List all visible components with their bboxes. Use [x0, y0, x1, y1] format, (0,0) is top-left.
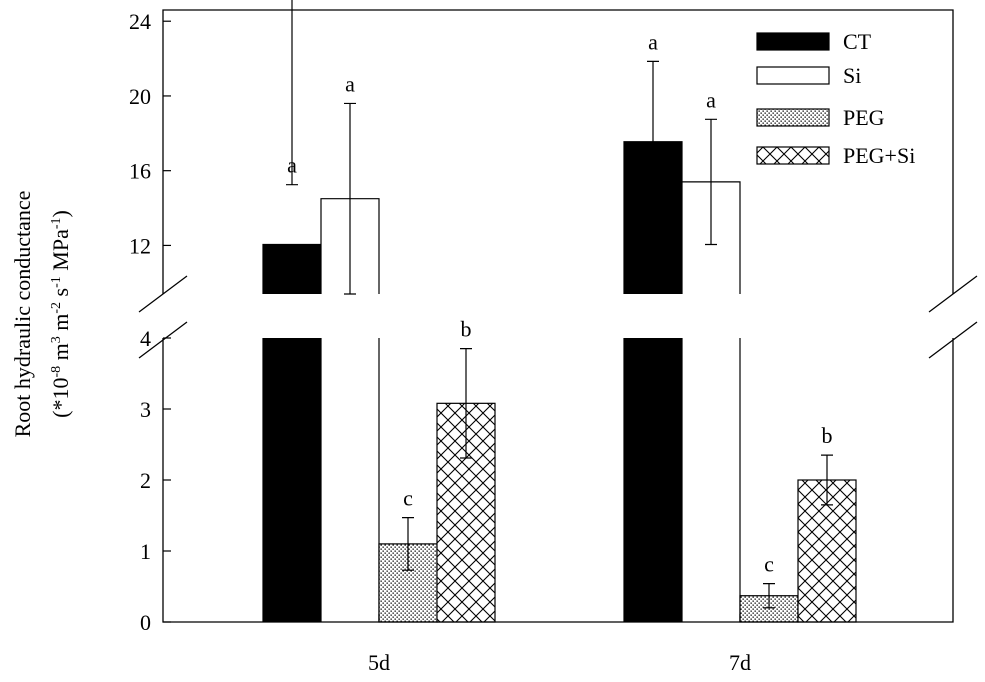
bar-si-7d-letter: a — [706, 87, 716, 112]
bar-peg-7d-letter: c — [764, 552, 774, 577]
legend-label: CT — [843, 29, 872, 54]
y-axis-title: Root hydraulic conductance (*10-8 m3 m-2… — [10, 191, 73, 438]
y-tick-label: 20 — [129, 84, 151, 109]
legend-item-si: Si — [756, 63, 861, 88]
y-axis-title-line1: Root hydraulic conductance — [10, 191, 35, 438]
x-tick-label: 5d — [368, 650, 390, 675]
bar-si-7d-lower — [682, 338, 740, 622]
y-tick-label: 2 — [140, 468, 151, 493]
bar-peg-5d-error-bar — [402, 517, 414, 571]
legend-item-peg-si: PEG+Si — [756, 143, 915, 168]
bar-peg-5d-letter: c — [403, 486, 413, 511]
bar-si-7d-error-bar — [705, 118, 717, 246]
axis-break-mark-lower-left — [138, 321, 188, 359]
legend-label: Si — [843, 63, 861, 88]
axis-break-mark-upper-right — [928, 275, 978, 313]
bar-peg-7d-error-bar — [763, 583, 775, 609]
legend-swatch — [756, 66, 830, 85]
bar-ct-5d — [262, 243, 322, 622]
axis-break-mark-lower-right — [928, 321, 978, 359]
bar-peg-si-7d-error-bar — [821, 454, 833, 506]
legend-swatch — [756, 108, 830, 127]
y-tick-label: 1 — [140, 539, 151, 564]
bar-ct-5d-letter: a — [287, 153, 297, 178]
bar-si-5d-error-bar — [344, 102, 356, 295]
legend-label: PEG+Si — [843, 143, 915, 168]
bar-si-7d-lower-edges — [681, 338, 741, 622]
y-tick-label: 0 — [140, 610, 151, 635]
y-tick-label: 16 — [129, 159, 151, 184]
legend-swatch — [756, 32, 830, 51]
legend-swatch — [756, 146, 830, 165]
bar-peg-si-5d-letter: b — [461, 317, 472, 342]
x-tick-label: 7d — [729, 650, 751, 675]
bar-ct-7d-error-bar — [647, 60, 659, 223]
bar-peg-si-5d-error-bar — [460, 348, 472, 459]
bar-si-7d — [681, 181, 741, 622]
y-tick-label: 4 — [140, 326, 151, 351]
legend-item-ct: CT — [756, 29, 872, 54]
legend-item-peg: PEG — [756, 105, 885, 130]
bar-si-5d-lower — [321, 338, 379, 622]
bar-si-5d-letter: a — [345, 71, 355, 96]
bar-ct-7d-letter: a — [648, 29, 658, 54]
axis-frame-upper — [162, 9, 954, 294]
y-tick-label: 12 — [129, 233, 151, 258]
bar-ct-7d-lower — [624, 338, 682, 622]
bar-ct-5d-lower — [263, 338, 321, 622]
y-tick-label: 3 — [140, 397, 151, 422]
bar-ct-5d-upper — [263, 244, 321, 294]
axis-break-mark-upper-left — [138, 275, 188, 313]
y-tick-label: 24 — [129, 9, 151, 34]
bar-ct-5d-error-bar — [286, 0, 298, 186]
legend-label: PEG — [843, 105, 885, 130]
y-axis-title-line2: (*10-8 m3 m-2 s-1 MPa-1) — [48, 210, 73, 418]
bar-peg-si-7d-letter: b — [822, 423, 833, 448]
